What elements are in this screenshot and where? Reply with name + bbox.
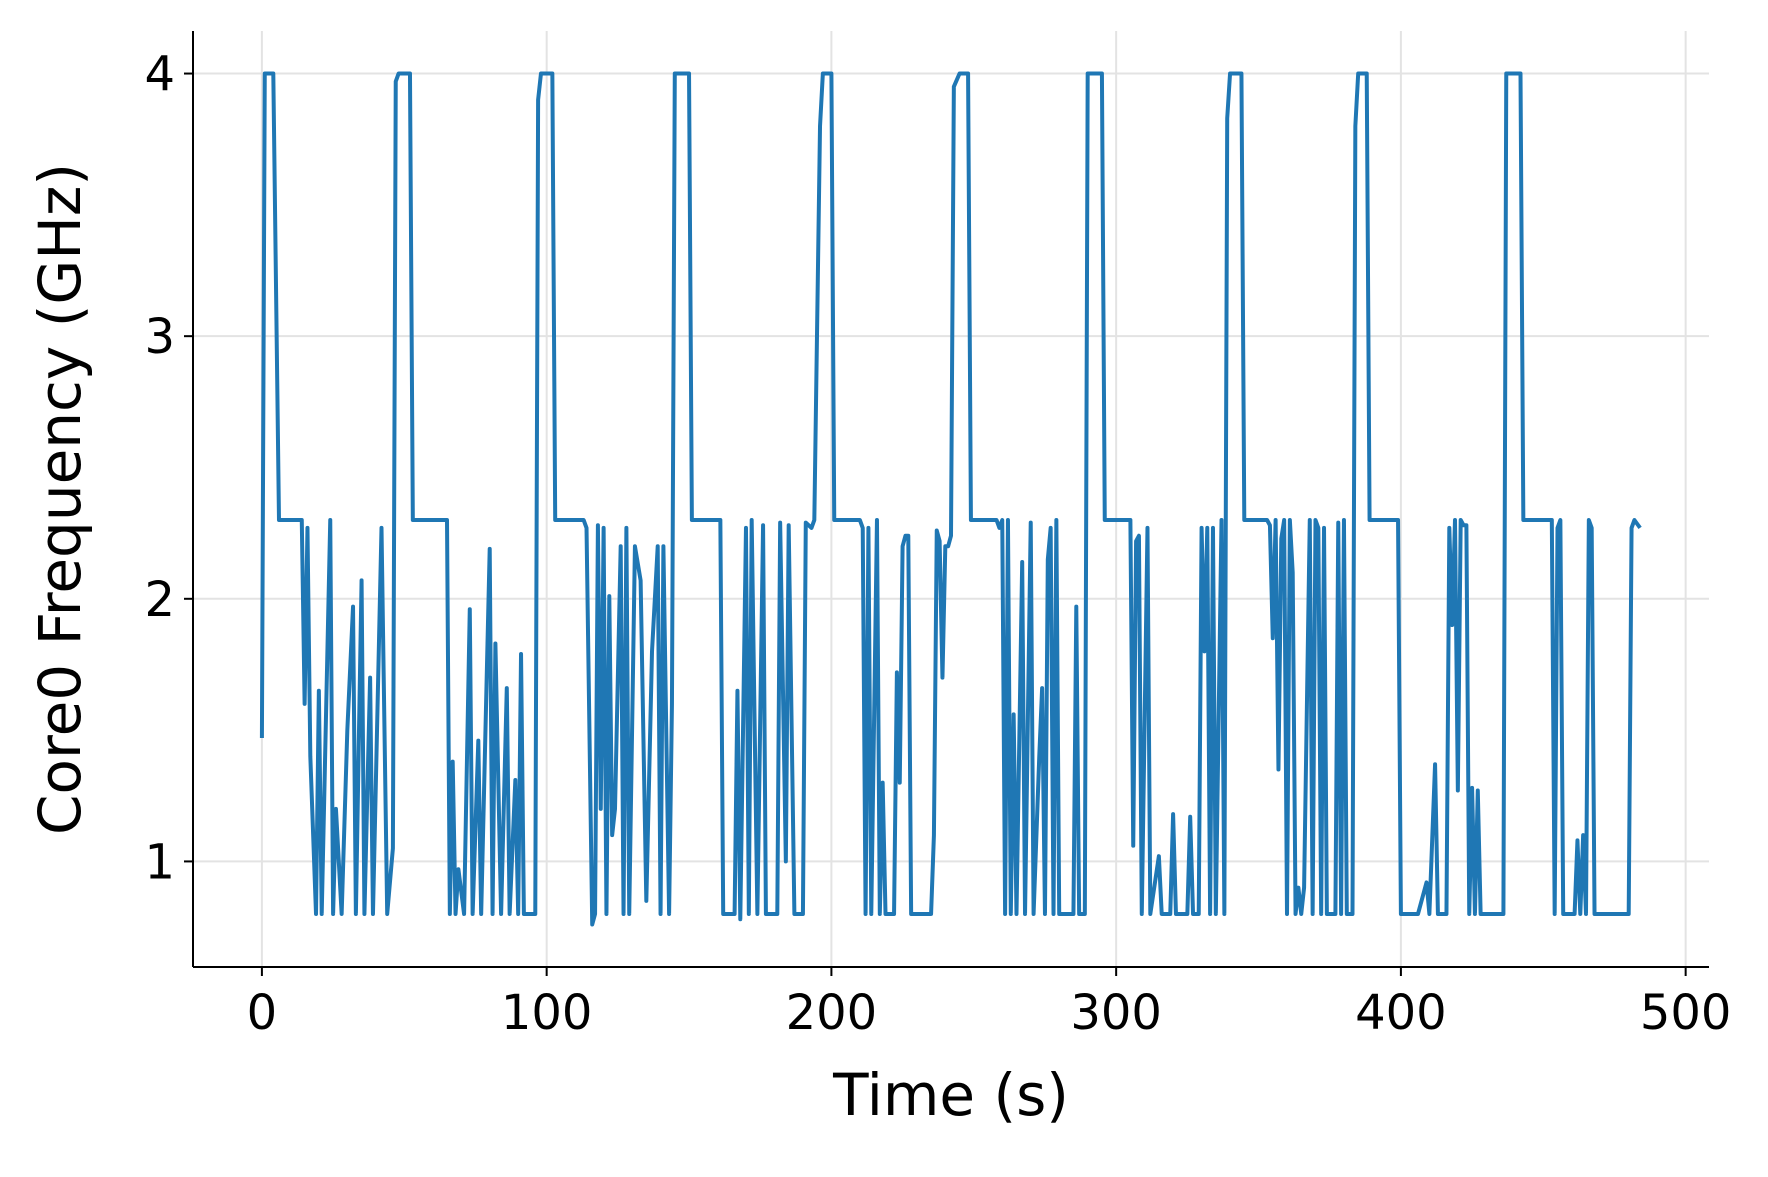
y-tick-label: 2 (144, 572, 175, 628)
x-tick-label: 0 (247, 985, 278, 1041)
y-tick-label: 3 (144, 309, 175, 365)
series-line (259, 71, 1642, 927)
x-axis-label: Time (s) (832, 1061, 1069, 1129)
y-tick-label: 1 (144, 834, 175, 890)
x-tick-label: 100 (501, 985, 593, 1041)
y-tick-label: 4 (144, 47, 175, 103)
x-tick-label: 200 (786, 985, 878, 1041)
y-axis-label: Core0 Frequency (GHz) (26, 163, 94, 835)
x-tick-label: 400 (1355, 985, 1447, 1041)
x-tick-label: 500 (1640, 985, 1732, 1041)
x-tick-label: 300 (1070, 985, 1162, 1041)
